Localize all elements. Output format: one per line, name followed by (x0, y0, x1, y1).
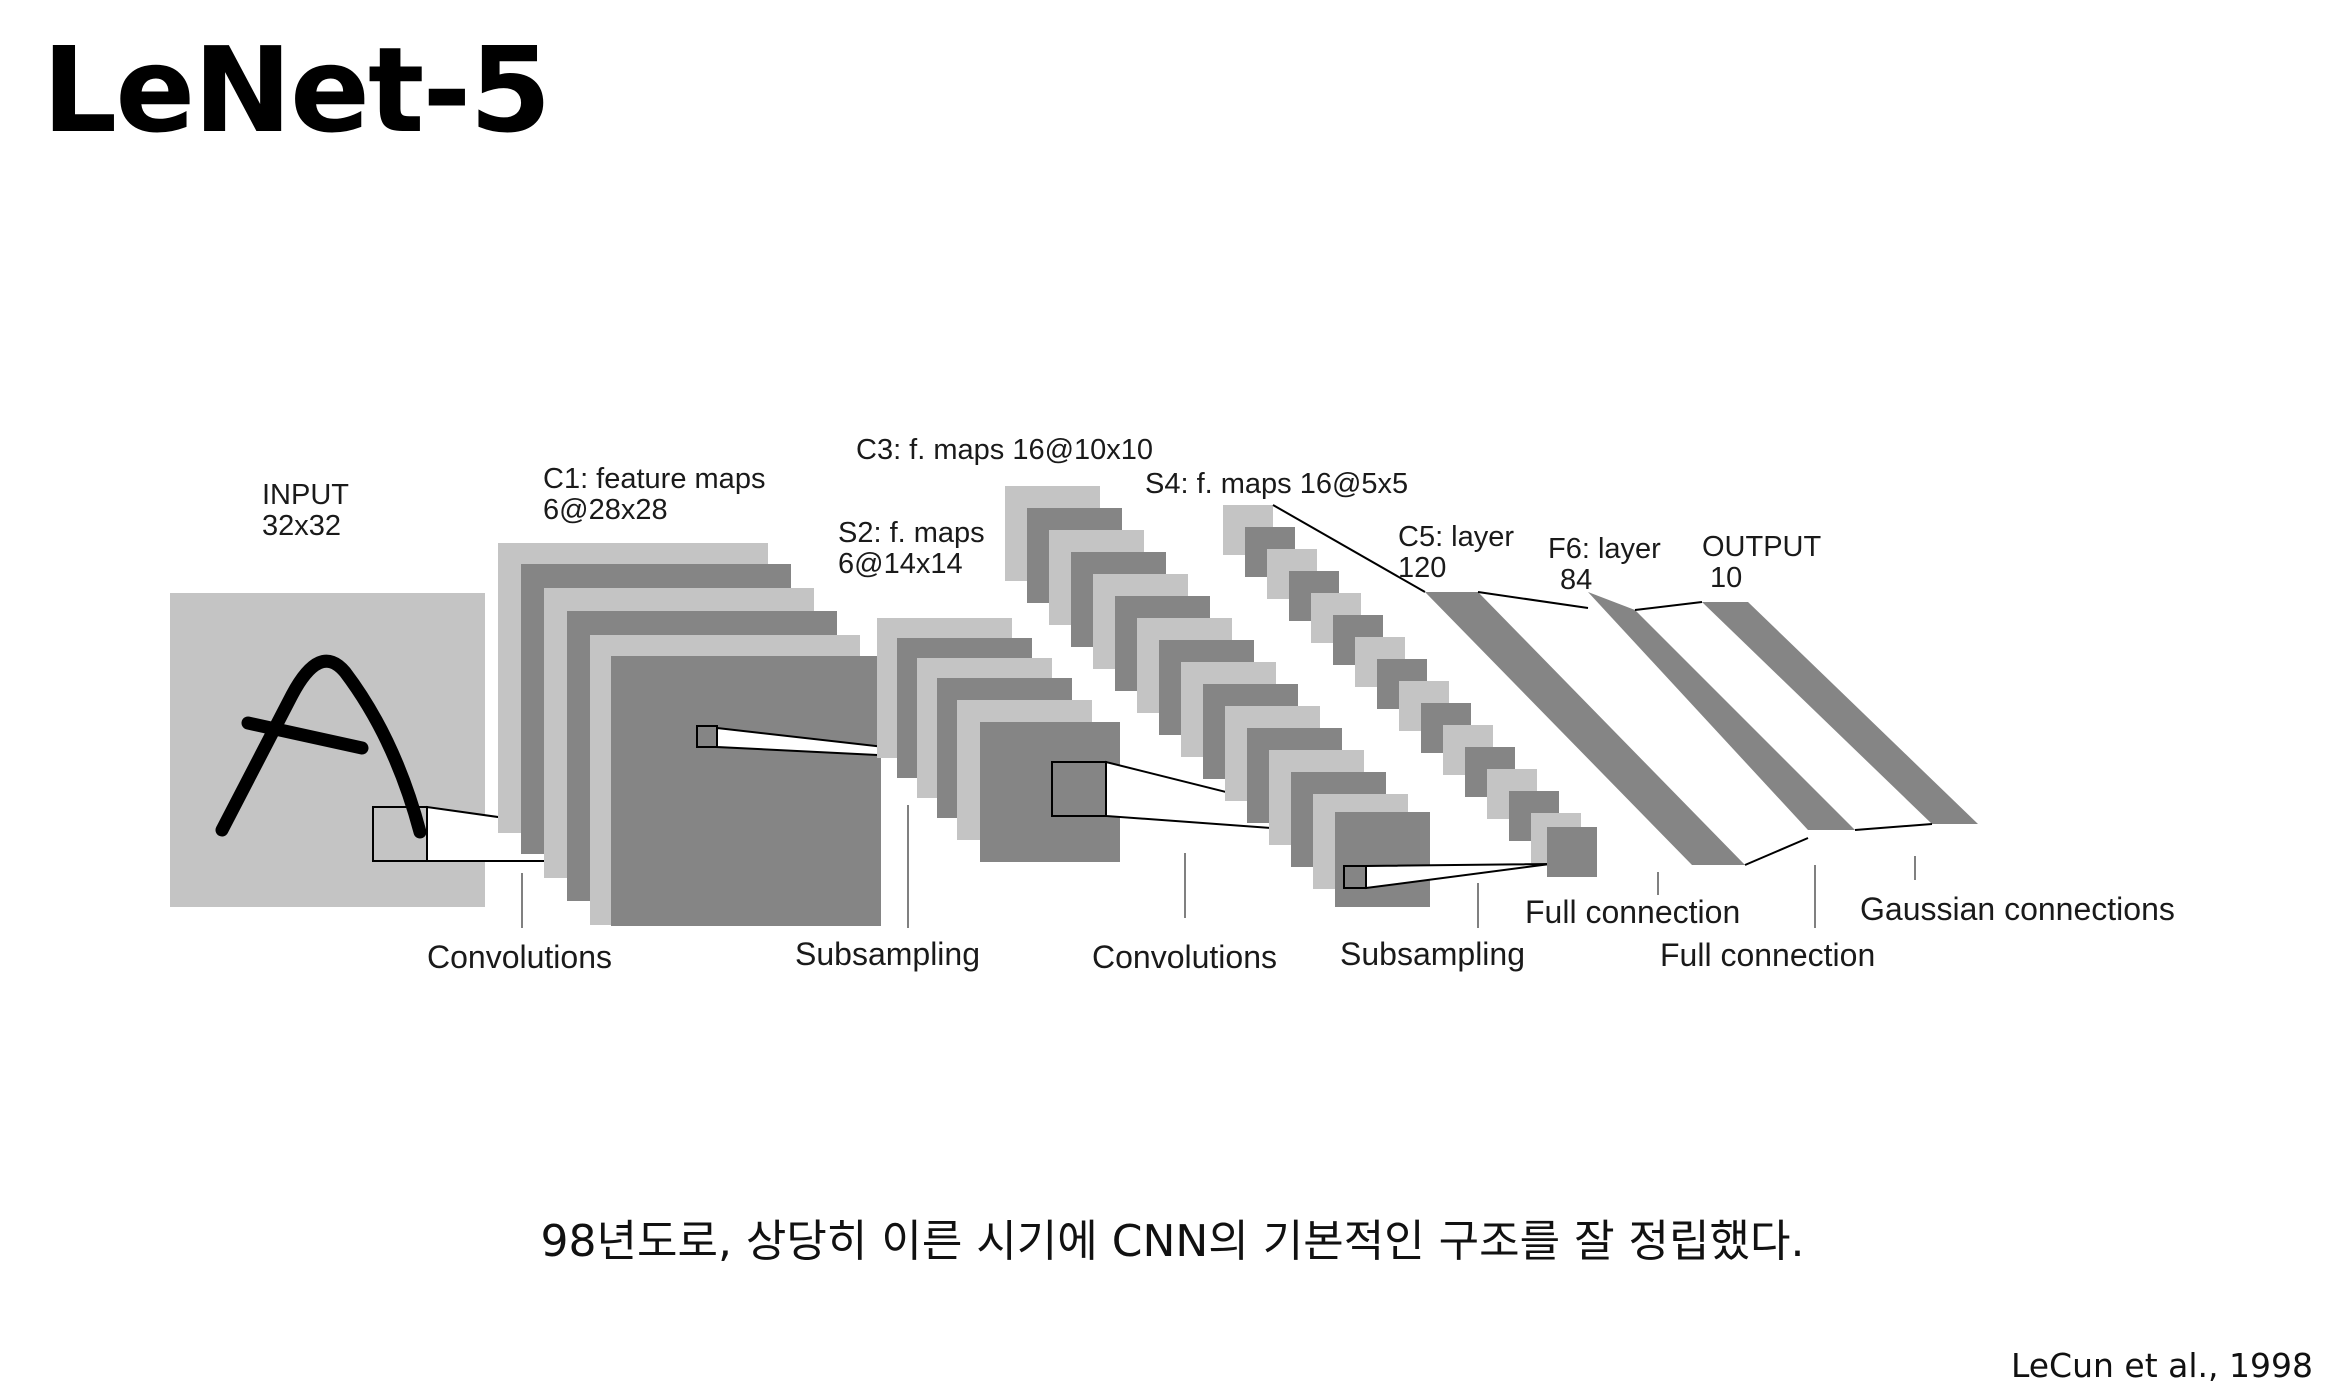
c3-feature-maps (1005, 486, 1551, 907)
f6-label: F6: layer (1548, 533, 1661, 565)
caption: 98년도로, 상당히 이른 시기에 CNN의 기본적인 구조를 잘 정립했다. (540, 1216, 1805, 1267)
s2-size-label: 6@14x14 (838, 548, 963, 580)
full2-label: Full connection (1660, 937, 1875, 973)
f6-size-label: 84 (1560, 564, 1592, 596)
c5-layer (1425, 592, 1745, 865)
output-label: OUTPUT (1702, 531, 1822, 563)
input-size-label: 32x32 (262, 510, 341, 542)
sub2-label: Subsampling (1340, 936, 1525, 972)
citation: LeCun et al., 1998 (2010, 1346, 2313, 1385)
c5-size-label: 120 (1398, 552, 1446, 584)
c1-size-label: 6@28x28 (543, 494, 668, 526)
s2-label: S2: f. maps (838, 517, 985, 549)
c3-label: C3: f. maps 16@10x10 (856, 434, 1153, 466)
full1-label: Full connection (1525, 894, 1740, 930)
slide-title: LeNet-5 (42, 21, 551, 159)
gauss-label: Gaussian connections (1860, 891, 2175, 927)
operation-ticks (521, 805, 1916, 928)
input-label: INPUT (262, 479, 349, 511)
c5-label: C5: layer (1398, 521, 1514, 553)
conv1-label: Convolutions (427, 939, 612, 975)
sub1-label: Subsampling (795, 936, 980, 972)
s4-label: S4: f. maps 16@5x5 (1145, 468, 1408, 500)
c1-label: C1: feature maps (543, 463, 765, 495)
output-layer (1702, 602, 1978, 824)
output-size-label: 10 (1710, 562, 1742, 594)
f6-layer (1588, 592, 1855, 830)
conv2-label: Convolutions (1092, 939, 1277, 975)
fully-connected-layers (1272, 504, 1978, 866)
s4-feature-maps (1223, 505, 1597, 877)
c1-feature-maps (498, 543, 1018, 926)
